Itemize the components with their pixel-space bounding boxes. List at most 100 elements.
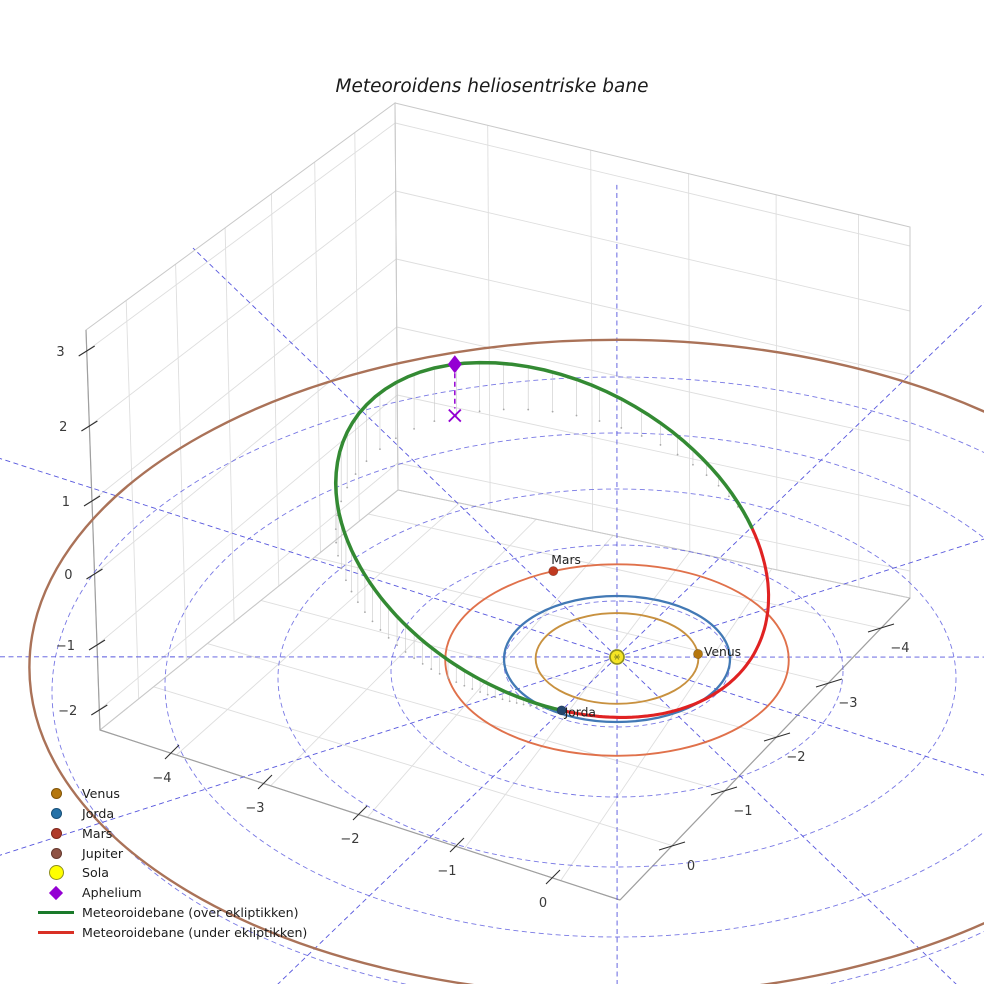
z-axis-line [85,329,101,731]
legend-item-meteoroidebane-over-ekliptikken: Meteoroidebane (over ekliptikken) [30,903,307,923]
stem-base-dot [515,702,518,704]
jorda-label: Jorda [564,705,596,719]
meteoroid-over-ecliptic [333,360,754,713]
pane-gridline [91,258,397,502]
stem-base-dot [340,500,343,503]
stem-base-dot [396,644,398,647]
stem-base-dot [371,620,374,623]
aphelium-legend-marker-icon [48,885,64,900]
y-tick [867,623,895,633]
pane-gridline [176,502,460,756]
y-tick-label: −2 [786,750,805,765]
stem-base-dot [508,700,511,703]
polar-grid-spoke [277,656,618,984]
polar-grid-spoke [192,247,618,658]
z-tick [81,420,98,432]
stem-base-dot [692,463,694,466]
z-tick [88,639,106,651]
stem-base-dot [340,567,343,570]
stem-base-dot [598,420,601,422]
stem-base-dot [717,484,720,487]
pane-gridline [487,125,491,510]
polar-grid-spoke [616,538,984,658]
venus-marker [693,649,703,659]
stem-base-dot [575,414,578,417]
pane-gridline [396,326,911,442]
pane-gridline [125,300,140,699]
stem-base-dot [676,453,679,456]
pane-gridline [270,193,280,587]
y-tick [710,786,738,796]
legend-label: Jorda [82,806,115,822]
stem-base-dot [421,662,424,665]
venus-label: Venus [704,645,741,659]
legend-item-mars: Mars [30,824,307,844]
y-tick-label: −3 [838,696,857,711]
stem-base-dot [346,486,349,489]
x-tick [545,869,561,885]
pane-gridline [354,132,360,522]
stem-base-dot [413,427,415,430]
polar-grid-circle [277,488,957,868]
stem-base-dot [433,420,436,423]
x-tick-label: −3 [245,801,264,816]
z-tick-label: −1 [56,639,75,654]
legend-label: Meteoroidebane (over ekliptikken) [82,904,299,920]
stem-base-dot [365,460,368,463]
stem-base-dot [438,672,441,675]
pane-gridline [395,122,911,247]
legend-label: Meteoroidebane (under ekliptikken) [82,924,308,940]
pane-gridline [560,568,773,881]
pane-gridline [397,462,911,572]
pane-gridline [89,190,396,427]
z-tick [86,568,103,580]
pane-gridline [94,326,397,575]
stem-base-dot [479,691,481,693]
stem-base-dot [345,579,347,582]
stem-base-dot [728,495,730,498]
x-tick [257,774,273,790]
stem-base-dot [551,410,554,413]
pane-gridline [86,122,396,352]
stem-base-dot [394,437,397,440]
stem-base-dot [413,657,416,660]
polar-grid-spoke [616,302,984,658]
pane-gridline [368,513,882,629]
z-tick [83,495,101,507]
mars-label: Mars [551,553,581,567]
y-tick-label: 0 [687,859,695,874]
x-tick [352,805,368,821]
stem-base-dot [640,435,643,437]
y-tick [763,732,791,742]
polar-grid-spoke [0,458,618,658]
stem-base-dot [364,611,366,614]
x-tick-label: −4 [152,771,171,786]
pane-gridline [96,394,398,646]
stem-base-dot [478,410,481,413]
sola-legend-marker [48,865,64,881]
pane-gridline [396,258,911,377]
stem-base-dot [387,636,390,639]
legend-item-jorda: Jorda [30,804,307,824]
legend-label: Jupiter [82,845,124,861]
meteoroid-under-ecliptic [560,525,771,719]
stem-base-dot [659,444,662,446]
x-axis-line [99,729,621,901]
x-tick [449,837,465,853]
aphelium-ground-x [448,408,462,423]
x-tick-label: 0 [539,896,547,911]
pane-gridline [207,643,725,792]
pane-gridline [99,462,398,711]
pane-gridline [366,535,614,818]
stem-base-dot [404,651,407,653]
y-tick-label: −4 [890,641,909,656]
jupiter-legend-marker [50,847,62,859]
polar-grid-spoke [616,656,957,984]
legend-item-jupiter: Jupiter [30,843,307,863]
z-tick-label: −2 [58,704,77,719]
legend-label: Aphelium [82,885,142,901]
stem-base-dot [463,684,466,687]
y-tick [815,678,843,688]
venus-legend-marker [50,788,62,800]
